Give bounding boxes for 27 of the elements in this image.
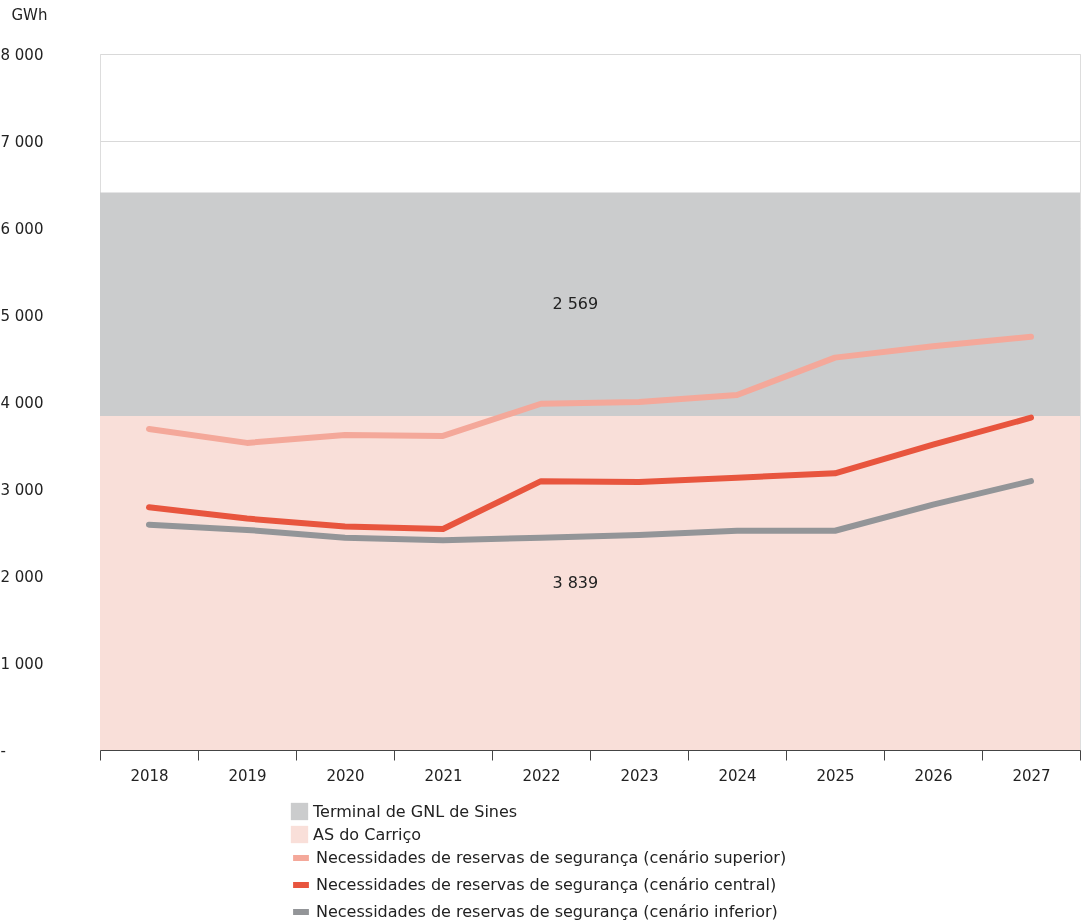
x-tick-label: 2024 — [718, 766, 757, 785]
legend-label: AS do Carriço — [313, 824, 422, 844]
x-tick-label: 2019 — [228, 766, 267, 785]
y-tick-label: 1 000 — [0, 654, 44, 673]
y-axis-title: GWh — [11, 5, 48, 24]
legend-label: Necessidades de reservas de segurança (cenário superior) — [316, 848, 787, 867]
x-tick-label: 2023 — [620, 766, 659, 785]
x-tick-label: 2021 — [424, 766, 463, 785]
y-tick-label: 5 000 — [0, 306, 44, 325]
legend-label: Terminal de GNL de Sines — [312, 801, 518, 821]
legend-label: Necessidades de reservas de segurança (cenário inferior) — [316, 902, 778, 921]
y-tick-label: 4 000 — [0, 393, 44, 412]
x-tick-label: 2025 — [816, 766, 855, 785]
x-tick-label: 2018 — [130, 766, 169, 785]
y-tick-label: - — [0, 741, 6, 760]
y-tick-label: 3 000 — [0, 480, 44, 499]
y-tick-label: 2 000 — [0, 567, 44, 586]
legend-label: Necessidades de reservas de segurança (cenário central) — [316, 875, 777, 894]
y-tick-label: 6 000 — [0, 219, 44, 238]
annotation: 3 839 — [552, 573, 599, 592]
annotation: 2 569 — [552, 294, 599, 314]
y-tick-label: 8 000 — [0, 45, 44, 64]
x-tick-label: 2027 — [1012, 766, 1051, 785]
x-tick-label: 2026 — [914, 766, 953, 785]
y-tick-label: 7 000 — [0, 132, 44, 151]
x-tick-label: 2022 — [522, 766, 561, 785]
x-tick-label: 2020 — [326, 766, 365, 785]
